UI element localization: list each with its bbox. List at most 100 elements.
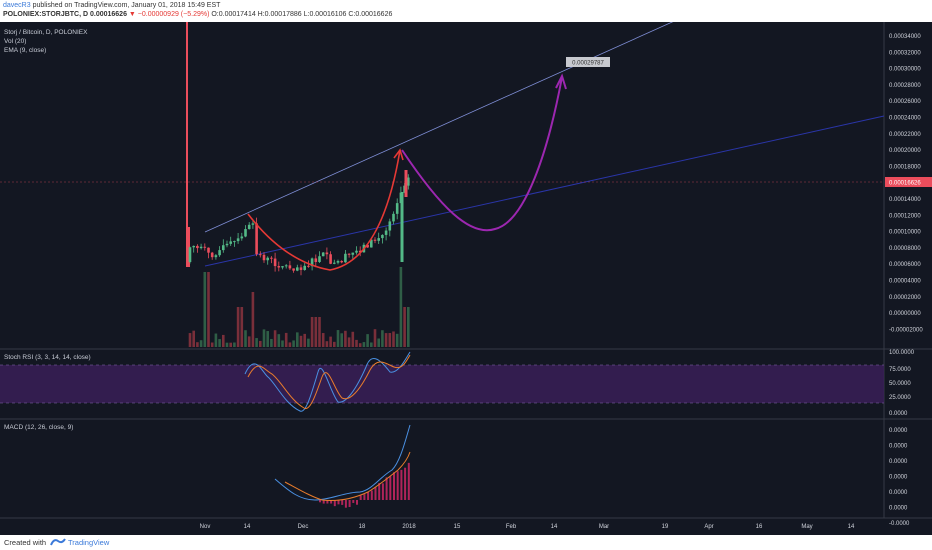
candle-body: [222, 245, 225, 251]
volume-bar: [251, 292, 255, 347]
volume-bar: [336, 330, 340, 347]
volume-bar: [310, 317, 314, 347]
volume-bar: [344, 330, 347, 347]
legend-stoch[interactable]: Stoch RSI (3, 3, 14, 14, close): [4, 354, 91, 361]
author-link[interactable]: davecR3: [3, 2, 31, 9]
projection-path[interactable]: [401, 76, 563, 232]
lower-trendline[interactable]: [204, 115, 885, 267]
price-change: ▼ −0.00000929 (−5.29%): [128, 11, 210, 18]
stoch-axis[interactable]: 100.0000 75.0000 50.0000 25.0000 0.0000: [889, 350, 915, 417]
macd-hist-bar: [404, 467, 407, 500]
price-axis-label: 0.00030000: [889, 67, 921, 73]
candle-body: [229, 241, 232, 244]
macd-hist-bar: [344, 500, 347, 508]
volume-bar: [351, 331, 355, 347]
macd-hist-bar: [396, 471, 399, 500]
price-axis-label: 0.00028000: [889, 83, 921, 89]
stoch-k-line: [244, 351, 411, 412]
time-axis[interactable]: Nov 14 Dec 18 2018 15 Feb 14 Mar 19 Apr 16 May 14: [200, 524, 855, 530]
volume-bar: [355, 339, 358, 347]
macd-hist-bar: [333, 500, 336, 507]
volume-bar: [284, 332, 288, 347]
candle-body: [388, 221, 392, 231]
volume-bar: [395, 333, 399, 347]
candle-body: [325, 252, 329, 255]
volume-bar: [214, 333, 218, 347]
macd-axis[interactable]: 0.0000 0.0000 0.0000 0.0000 0.0000 0.0000 -0.0…: [889, 428, 910, 527]
price-axis-label: 0.00022000: [889, 132, 921, 138]
volume-bar: [329, 336, 332, 347]
current-price-tag-label: 0.00016626: [889, 181, 921, 187]
target-price-label: 0.00029787: [572, 61, 604, 67]
candle-body: [199, 246, 203, 249]
volume-bar: [273, 330, 277, 347]
volume-bar: [247, 336, 251, 347]
stoch-axis-label: 25.0000: [889, 395, 911, 401]
volume-bar: [314, 317, 318, 347]
upper-trendline[interactable]: [204, 22, 690, 233]
candle-body: [210, 252, 214, 258]
volume-bar: [207, 272, 210, 347]
volume-bar: [307, 338, 310, 347]
volume-bar: [333, 341, 336, 347]
volume-bar: [407, 307, 410, 347]
candle-body: [288, 265, 292, 269]
candle-body: [400, 192, 404, 262]
rounding-bottom-drawing[interactable]: [247, 149, 401, 271]
volume-bar: [370, 342, 373, 347]
time-axis-label: 14: [244, 524, 251, 530]
signal-line: [284, 451, 411, 501]
projection-arrowhead[interactable]: [555, 73, 567, 90]
created-with-label: Created with: [4, 538, 47, 547]
macd-hist-bar: [348, 500, 351, 508]
target-price-tag[interactable]: [566, 57, 610, 67]
candle-body: [277, 266, 281, 268]
legend-macd[interactable]: MACD (12, 26, close, 9): [4, 424, 73, 431]
time-axis-label: 18: [359, 524, 366, 530]
current-price-tag: [885, 177, 932, 187]
legend-vol[interactable]: Vol (20): [4, 38, 26, 45]
price-axis-label: 0.00026000: [889, 99, 921, 105]
volume-bar: [259, 340, 262, 347]
candle-body: [336, 261, 340, 263]
price-axis-label: 0.00002000: [889, 295, 921, 301]
volume-bar: [236, 307, 240, 347]
chart-area[interactable]: Storj / Bitcoin, D, POLONIEX Vol (20) EM…: [0, 22, 932, 535]
volume-bar: [325, 341, 329, 347]
candles-group: [188, 170, 410, 276]
candle-body: [255, 223, 258, 255]
macd-axis-label: 0.0000: [889, 490, 908, 496]
tradingview-link[interactable]: TradingView: [68, 538, 110, 547]
candle-body: [218, 250, 221, 256]
candle-body: [355, 250, 358, 253]
legend-ema[interactable]: EMA (9, close): [4, 47, 46, 54]
candle-body: [203, 246, 207, 248]
macd-histogram: [319, 462, 410, 508]
symbol-price: POLONIEX:STORJBTC, D 0.00016626: [3, 11, 129, 18]
legend-title[interactable]: Storj / Bitcoin, D, POLONIEX: [4, 29, 88, 36]
price-axis-label: 0.00004000: [889, 279, 921, 285]
time-axis-label: 14: [848, 524, 855, 530]
candle-body: [351, 252, 355, 255]
volume-bar: [222, 334, 225, 347]
price-axis-label: 0.00010000: [889, 230, 921, 236]
volume-bar: [347, 337, 351, 347]
volume-bar: [321, 333, 325, 347]
tradingview-logo-icon: [50, 538, 66, 546]
macd-hist-bar: [363, 494, 366, 500]
stoch-axis-label: 75.0000: [889, 367, 911, 373]
volume-bar: [262, 329, 266, 347]
macd-hist-bar: [370, 490, 373, 500]
macd-hist-bar: [393, 472, 395, 500]
volume-bar: [288, 342, 292, 347]
rounding-arrowhead[interactable]: [393, 148, 404, 161]
macd-hist-bar: [322, 500, 325, 504]
candle-body: [188, 247, 192, 262]
publish-date: published on TradingView.com, January 01…: [30, 2, 221, 9]
time-axis-label: Feb: [506, 524, 517, 530]
price-axis-label: 0.00032000: [889, 50, 921, 56]
volume-bar: [399, 267, 403, 347]
candle-body: [318, 256, 321, 262]
chart-canvas[interactable]: Storj / Bitcoin, D, POLONIEX Vol (20) EM…: [0, 22, 932, 535]
volume-bar: [199, 340, 203, 347]
